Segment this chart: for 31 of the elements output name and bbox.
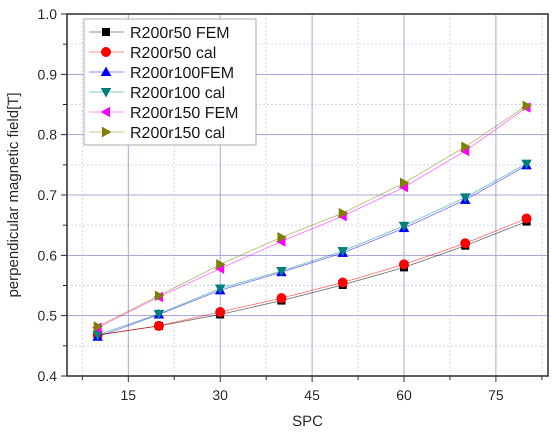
y-tick-label: 0.7 <box>38 187 58 203</box>
x-tick-label: 15 <box>120 387 136 403</box>
x-tick-label: 45 <box>304 387 320 403</box>
y-tick-label: 0.5 <box>38 308 58 324</box>
y-tick-label: 0.4 <box>38 368 58 384</box>
x-tick-label: 75 <box>488 387 504 403</box>
y-tick-label: 0.9 <box>38 66 58 82</box>
point <box>216 259 226 270</box>
legend-label: R200r150 cal <box>130 125 226 142</box>
point <box>400 178 410 188</box>
legend-label: R200r50 FEM <box>130 25 230 42</box>
point <box>277 232 287 242</box>
point <box>338 208 348 218</box>
y-tick-label: 1.0 <box>38 6 58 22</box>
point <box>522 214 532 224</box>
legend-label: R200r50 cal <box>130 45 216 62</box>
x-tick-label: 30 <box>212 387 228 403</box>
x-tick-label: 60 <box>396 387 412 403</box>
point <box>276 293 286 304</box>
legend-label: R200r100 cal <box>130 85 226 102</box>
y-tick-label: 0.8 <box>38 126 58 143</box>
point <box>460 238 470 248</box>
y-axis-title: perpendicular magnetic field[T] <box>5 92 22 298</box>
point <box>461 141 471 152</box>
point <box>399 259 410 270</box>
x-axis-title: SPC <box>292 413 324 430</box>
y-tick-label: 0.6 <box>38 247 58 264</box>
point <box>338 277 348 288</box>
point <box>215 307 226 318</box>
legend-label: R200r150 FEM <box>130 105 238 122</box>
legend-label: R200r100FEM <box>130 65 234 82</box>
